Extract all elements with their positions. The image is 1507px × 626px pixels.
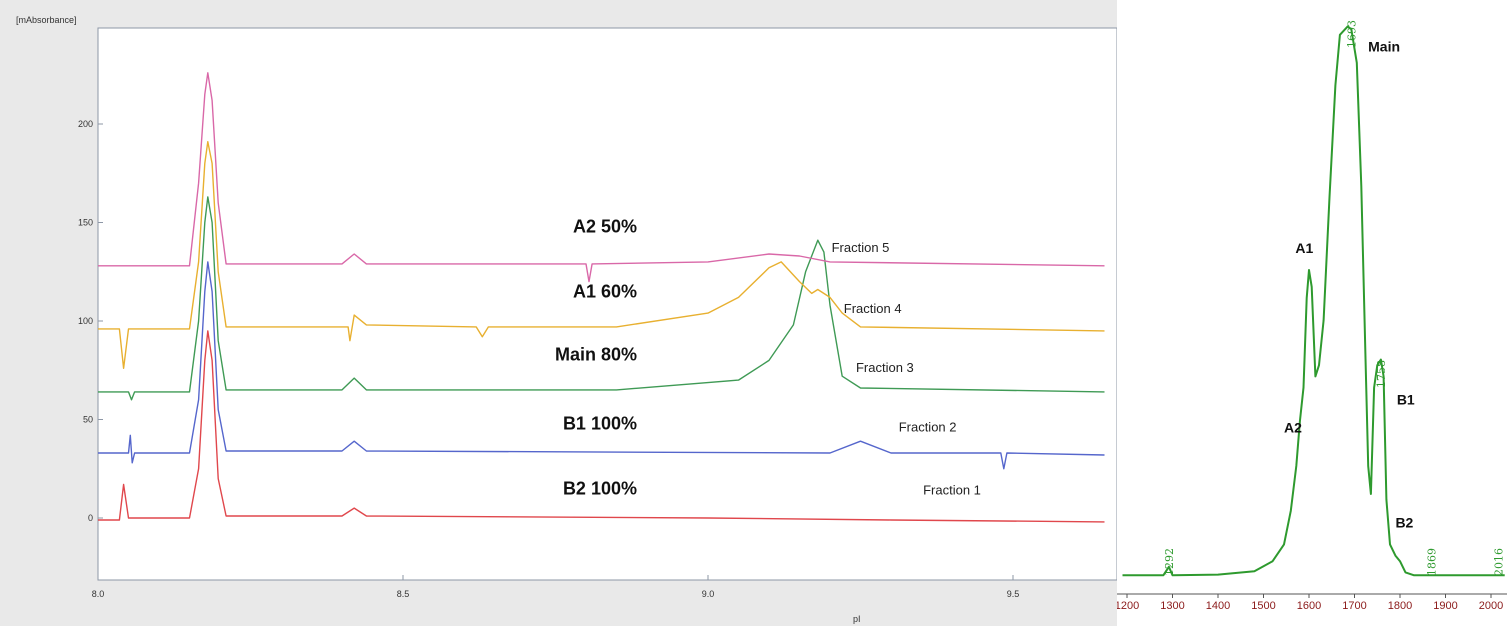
- peak-label-a1: A1: [1295, 240, 1313, 256]
- plot-area: [97, 27, 1117, 581]
- peak-number-label: 1292: [1163, 548, 1176, 576]
- x-tick-label: 8.0: [92, 589, 105, 599]
- x-tick-label: 9.0: [702, 589, 715, 599]
- series-line-fraction-1: [98, 330, 1105, 523]
- right-x-tick-label: 1900: [1433, 600, 1457, 612]
- right-series-line: [1122, 25, 1505, 577]
- series-annotation-a1-60: A1 60%: [573, 281, 637, 301]
- right-x-tick-label: 1600: [1297, 600, 1321, 612]
- peak-number-label: 1758: [1375, 360, 1388, 388]
- y-tick-label: 0: [88, 513, 93, 523]
- peak-number-label: 2016: [1492, 548, 1505, 576]
- series-line-fraction-2: [98, 261, 1105, 470]
- peak-number-label: 1869: [1425, 548, 1438, 576]
- y-unit-label: [mAbsorbance]: [16, 15, 77, 25]
- series-name-fraction-3: Fraction 3: [856, 360, 914, 375]
- peak-number-label: 1693: [1345, 20, 1358, 48]
- electropherogram-chart: [mAbsorbance] pI 0 50 100 150 200 8.0 8.5 9.0 9…: [16, 15, 1117, 624]
- peak-label-b1: B1: [1397, 391, 1415, 407]
- y-tick-label: 200: [78, 119, 93, 129]
- right-x-tick-label: 1700: [1342, 600, 1366, 612]
- x-tick-label: 9.5: [1007, 589, 1020, 599]
- electropherogram-panel: [mAbsorbance] pI 0 50 100 150 200 8.0 8.5 9.0 9…: [0, 0, 1117, 626]
- series-name-fraction-2: Fraction 2: [899, 419, 957, 434]
- series-line-fraction-3: [98, 196, 1105, 401]
- series-name-fraction-1: Fraction 1: [923, 482, 981, 497]
- y-tick-label: 100: [78, 316, 93, 326]
- right-x-tick-label: 1500: [1251, 600, 1275, 612]
- series-annotation-b1-100: B1 100%: [563, 413, 637, 433]
- peak-label-b2: B2: [1395, 515, 1413, 531]
- series-line-fraction-5: [98, 72, 1105, 283]
- right-x-tick-label: 2000: [1479, 600, 1503, 612]
- series-annotation-main-80: Main 80%: [555, 344, 637, 364]
- series-annotation-a2-50: A2 50%: [573, 216, 637, 236]
- peak-label-a2: A2: [1284, 419, 1302, 435]
- series-line-fraction-4: [98, 141, 1105, 369]
- series-name-fraction-4: Fraction 4: [844, 301, 902, 316]
- peak-label-main: Main: [1368, 39, 1400, 55]
- x-tick-label: 8.5: [397, 589, 410, 599]
- right-x-tick-label: 1200: [1117, 600, 1139, 612]
- x-axis-label: pI: [853, 614, 861, 624]
- series-annotation-b2-100: B2 100%: [563, 478, 637, 498]
- right-x-tick-label: 1800: [1388, 600, 1412, 612]
- y-tick-label: 150: [78, 218, 93, 228]
- right-x-tick-label: 1300: [1160, 600, 1184, 612]
- series-name-fraction-5: Fraction 5: [832, 240, 890, 255]
- y-tick-label: 50: [83, 415, 93, 425]
- peak-profile-panel: 1200 1300 1400 1500 1600 1700 1800 1900 2000 129…: [1117, 0, 1507, 626]
- peak-profile-chart: 1200 1300 1400 1500 1600 1700 1800 1900 2000 129…: [1117, 20, 1507, 612]
- right-x-tick-label: 1400: [1206, 600, 1230, 612]
